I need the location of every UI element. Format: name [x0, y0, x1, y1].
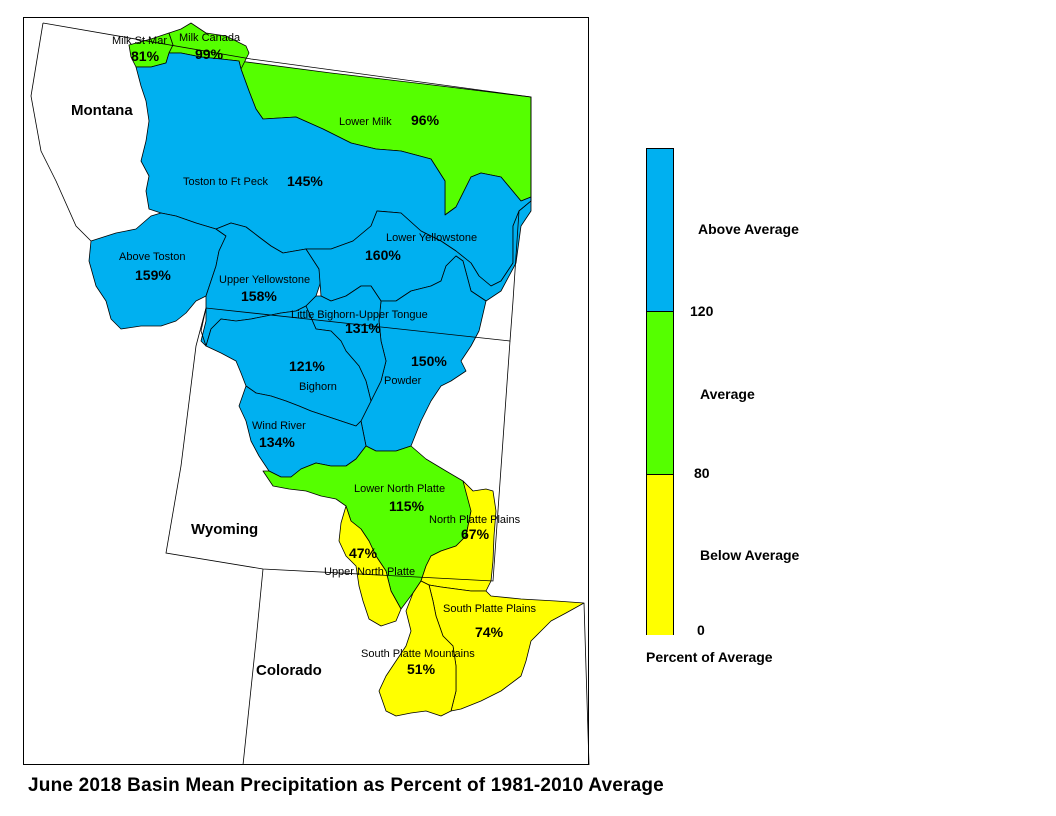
basin-name-toston-ft-peck: Toston to Ft Peck — [183, 176, 268, 188]
basin-upper-north-platte[interactable] — [338, 505, 402, 627]
basin-name-lower-milk: Lower Milk — [339, 116, 392, 128]
legend-tick-0: 0 — [697, 622, 705, 638]
basin-south-platte-mountains[interactable] — [378, 580, 457, 717]
legend-tick-80: 80 — [694, 465, 710, 481]
basin-name-milk-st-mary: Milk St Mar — [112, 35, 167, 47]
basin-pct-milk-canada: 99% — [195, 46, 224, 62]
basin-name-little-bighorn-upper-tongue: Little Bighorn-Upper Tongue — [291, 309, 428, 321]
basin-pct-lower-milk: 96% — [411, 112, 440, 128]
state-boundary-colorado-east — [583, 602, 590, 766]
legend-caption: Percent of Average — [646, 649, 773, 665]
legend-swatch-above — [647, 149, 673, 311]
state-boundary-montana — [42, 22, 532, 347]
basin-name-upper-north-platte: Upper North Platte — [324, 566, 415, 578]
basin-pct-south-platte-mountains: 51% — [407, 661, 436, 677]
basin-pct-upper-yellowstone: 158% — [241, 288, 277, 304]
basin-pct-toston-ft-peck: 145% — [287, 173, 323, 189]
basin-pct-south-platte-plains: 74% — [475, 624, 504, 640]
legend-label-above: Above Average — [698, 221, 799, 237]
basin-name-powder: Powder — [384, 375, 422, 387]
basin-pct-bighorn: 121% — [289, 358, 325, 374]
state-boundary-colorado — [242, 568, 264, 766]
basin-pct-above-toston: 159% — [135, 267, 171, 283]
state-label-wyoming: Wyoming — [191, 521, 258, 538]
state-boundary-montana-west — [30, 22, 92, 242]
basin-pct-upper-north-platte: 47% — [349, 545, 378, 561]
state-boundary-wyoming — [165, 307, 511, 582]
basin-pct-wind-river: 134% — [259, 434, 295, 450]
basin-pct-powder: 150% — [411, 353, 447, 369]
state-label-montana: Montana — [71, 102, 133, 119]
basin-pct-lower-north-platte: 115% — [389, 498, 425, 514]
basin-pct-lower-yellowstone: 160% — [365, 247, 401, 263]
basin-name-wind-river: Wind River — [252, 420, 306, 432]
basin-name-lower-north-platte: Lower North Platte — [354, 483, 445, 495]
legend-color-bar — [646, 148, 674, 635]
basin-name-milk-canada: Milk Canada — [179, 32, 241, 44]
basin-name-south-platte-plains: South Platte Plains — [443, 603, 536, 615]
basin-name-upper-yellowstone: Upper Yellowstone — [219, 274, 310, 286]
basin-map: Montana Wyoming Colorado Milk St Mar 81%… — [30, 22, 590, 766]
legend-swatch-below — [647, 474, 673, 635]
basin-name-south-platte-mountains: South Platte Mountains — [361, 648, 475, 660]
basin-pct-north-platte-plains: 67% — [461, 526, 490, 542]
basin-name-above-toston: Above Toston — [119, 251, 185, 263]
legend-label-below: Below Average — [700, 547, 800, 563]
basin-pct-milk-st-mary: 81% — [131, 48, 160, 64]
map-title: June 2018 Basin Mean Precipitation as Pe… — [28, 775, 664, 796]
state-label-colorado: Colorado — [256, 662, 322, 679]
basin-name-lower-yellowstone: Lower Yellowstone — [386, 232, 477, 244]
basin-pct-little-bighorn-upper-tongue: 131% — [345, 320, 381, 336]
basin-name-bighorn: Bighorn — [299, 381, 337, 393]
legend-label-average: Average — [700, 386, 755, 402]
basin-name-north-platte-plains: North Platte Plains — [429, 514, 521, 526]
legend-swatch-average — [647, 311, 673, 475]
map-frame: Montana Wyoming Colorado Milk St Mar 81%… — [23, 17, 590, 766]
legend-tick-120: 120 — [690, 303, 714, 319]
